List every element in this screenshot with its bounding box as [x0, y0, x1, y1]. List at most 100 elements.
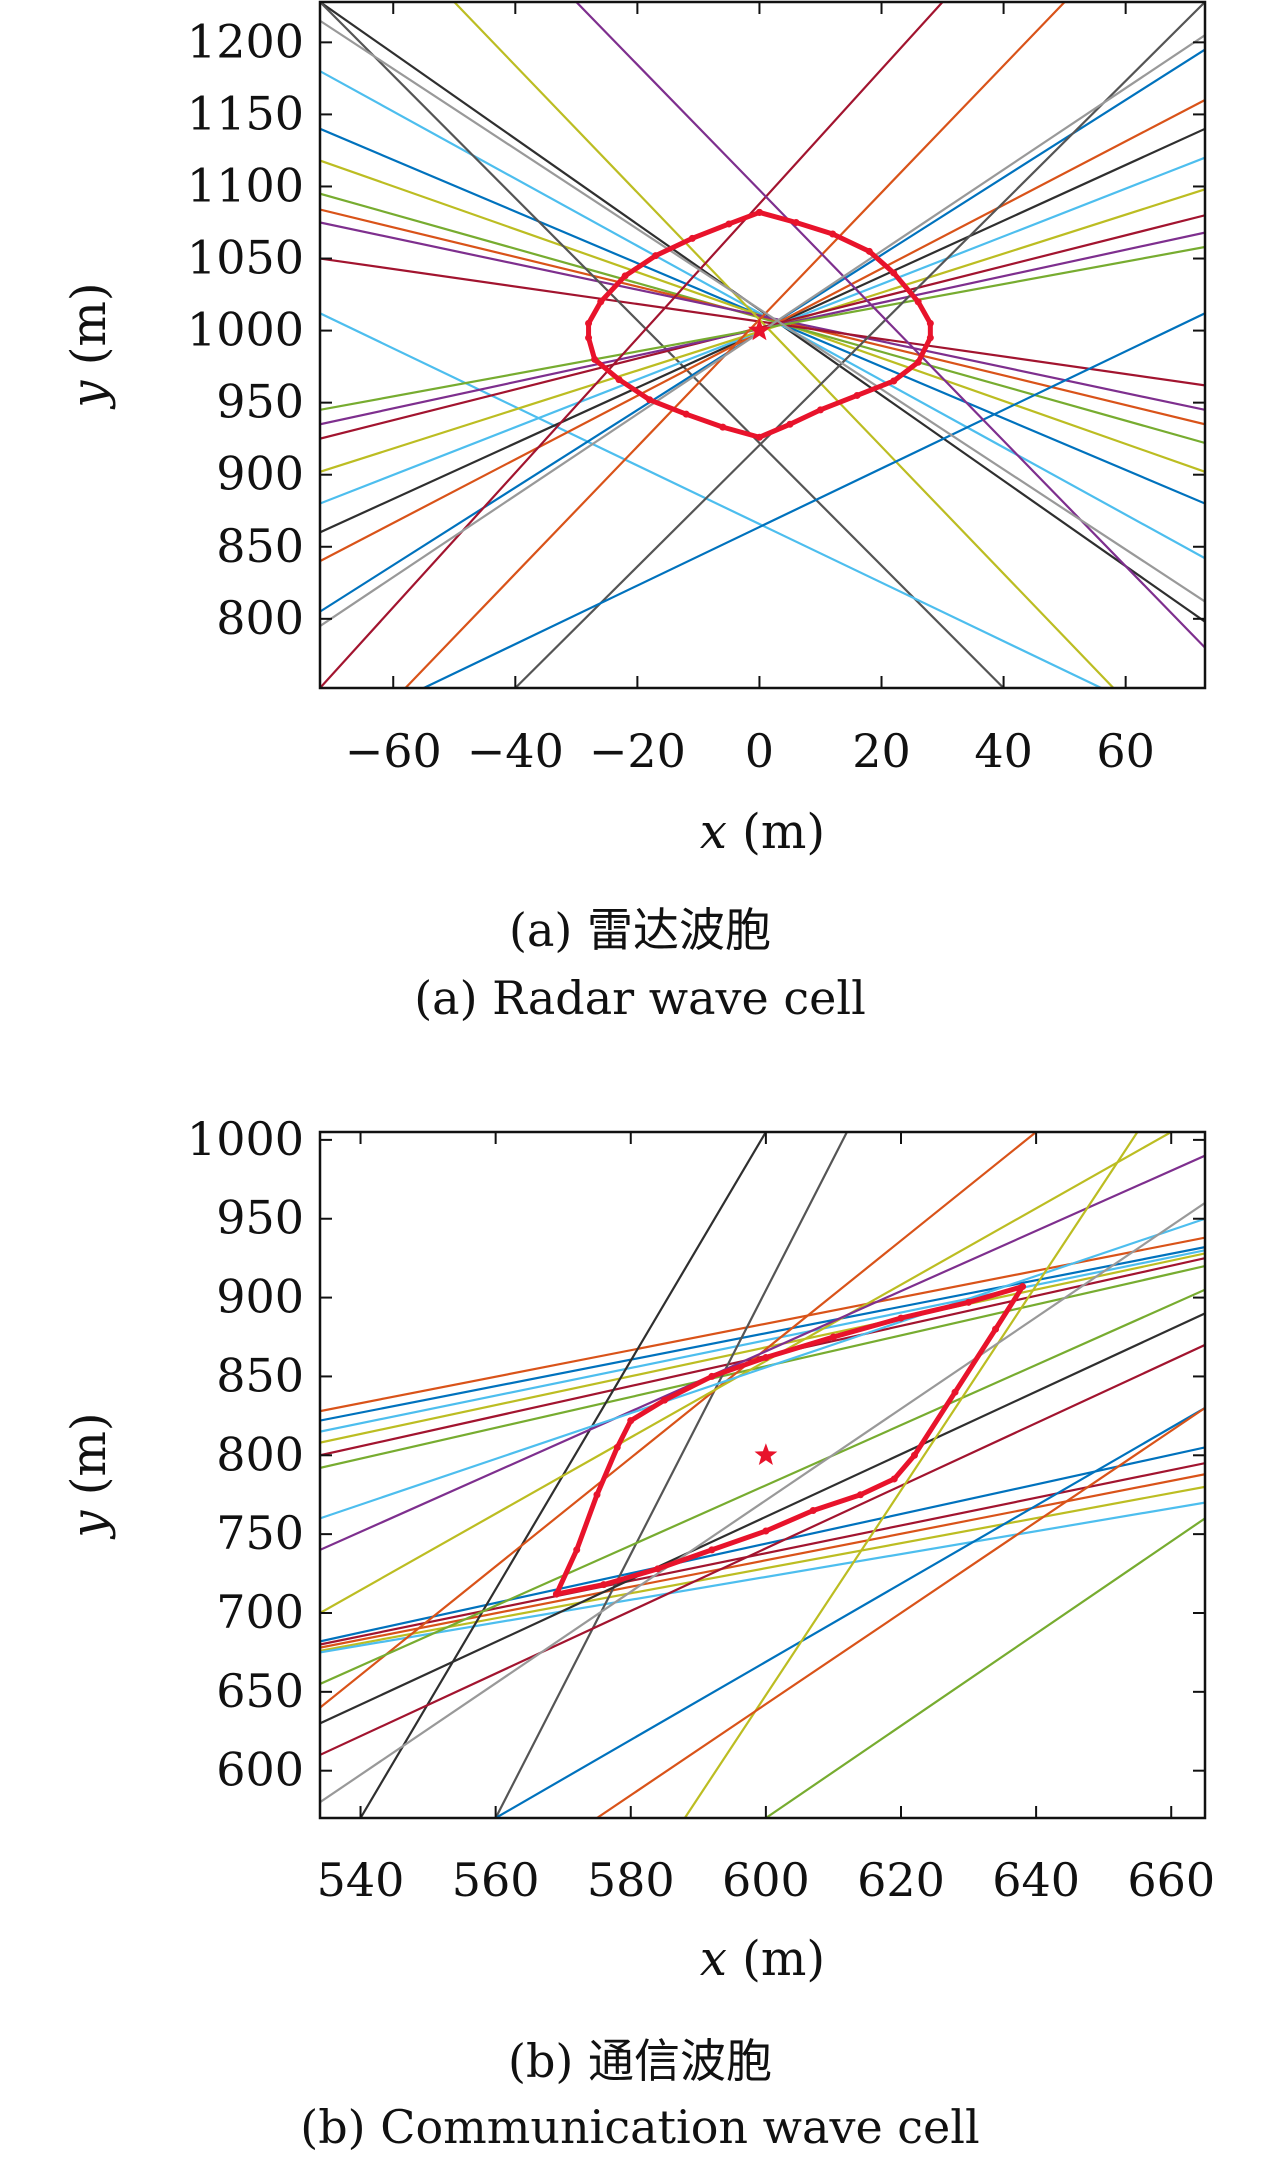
boundary-point-12: [816, 406, 824, 414]
beam-line-7: [320, 1446, 1205, 1643]
beam-line-20: [320, 1288, 1205, 1685]
x-tick-label: 560: [452, 1853, 540, 1907]
boundary-point-20: [585, 334, 593, 342]
x-tick-label: 40: [974, 724, 1033, 778]
y-tick-label: 1000: [187, 1112, 304, 1166]
plot-area: [320, 2, 1205, 688]
caption-b-chinese: (b) 通信波胞: [508, 2034, 772, 2088]
boundary-point-5: [627, 1417, 635, 1425]
boundary-point-11: [965, 1298, 973, 1306]
axes-frame: [318, 0, 1207, 690]
boundary-point-4: [865, 247, 873, 255]
boundary-point-26: [725, 220, 733, 228]
y-tick-label: 750: [216, 1506, 304, 1560]
boundary-point-9: [829, 1333, 837, 1341]
beam-line-14: [320, 1132, 1037, 1709]
y-tick-label: 1050: [187, 231, 304, 285]
y-tick-label: 950: [216, 1191, 304, 1245]
x-tick-label: −20: [589, 724, 686, 778]
boundary-point-18: [809, 1506, 817, 1514]
boundary-point-21: [585, 319, 593, 327]
x-tick-label: 620: [857, 1853, 945, 1907]
boundary-point-20: [708, 1546, 716, 1554]
boundary-point-15: [911, 1451, 919, 1459]
boundary-point-23: [552, 1590, 560, 1598]
beam-line-20: [514, 2, 1205, 688]
boundary-point-4: [613, 1443, 621, 1451]
chart-radar: −60 −40 −20 0 20 40 60 800 850 900 950 1000 1050 1100…: [61, 0, 1207, 860]
y-tick-label: 850: [216, 1348, 304, 1402]
y-tick-label: 1150: [187, 86, 304, 140]
boundary-point-12: [1019, 1283, 1027, 1291]
x-tick-label: −60: [345, 724, 442, 778]
y-tick-label: 650: [216, 1664, 304, 1718]
boundary-point-2: [573, 1546, 581, 1554]
beam-line-2: [320, 1246, 1205, 1422]
beam-line-13: [494, 1132, 848, 1818]
y-tick-label: 800: [216, 1427, 304, 1481]
beam-line-2: [320, 70, 1205, 560]
beam-line-9: [320, 1473, 1205, 1649]
beam-line-24: [765, 1517, 1205, 1818]
beam-line-16: [320, 1154, 1205, 1551]
center-star: [754, 1443, 778, 1465]
boundary-point-2: [792, 219, 800, 226]
x-tick-label: 600: [722, 1853, 810, 1907]
y-tick-label: 1100: [187, 158, 304, 212]
caption-a-english: (a) Radar wave cell: [414, 971, 866, 1025]
plot-area: [320, 1132, 1205, 1818]
y-axis-label: y (m): [61, 1412, 117, 1539]
beam-line-10: [320, 1485, 1205, 1652]
beam-line-4: [320, 1252, 1205, 1444]
boundary-point-7: [926, 319, 934, 327]
y-axis-label: y (m): [61, 282, 117, 409]
boundary-point-13: [786, 420, 794, 428]
beam-line-11: [320, 312, 1102, 688]
y-tick-label: 900: [216, 1270, 304, 1324]
boundary-point-25: [688, 234, 696, 242]
x-tick-label: 20: [852, 724, 911, 778]
x-tick-label: 660: [1127, 1853, 1215, 1907]
y-tick-label: 950: [216, 375, 304, 429]
beam-line-3: [320, 1249, 1205, 1433]
boundary-point-19: [591, 355, 599, 363]
x-tick-label: 580: [587, 1853, 675, 1907]
beam-line-19: [320, 1312, 1205, 1725]
beam-line-25: [320, 19, 1205, 603]
beam-line-22: [683, 1132, 1139, 1818]
beam-line-21: [495, 1407, 1205, 1818]
x-tick-label: 0: [745, 724, 774, 778]
boundary-point-19: [762, 1527, 770, 1535]
beam-line-23: [320, 2, 944, 688]
beam-line-23: [596, 1407, 1205, 1818]
beam-line-6: [320, 1264, 1205, 1469]
boundary-point-21: [654, 1565, 662, 1573]
chart-communication: 540 560 580 600 620 640 660 600 650 700 750 800 850 9…: [61, 1112, 1215, 1987]
beam-line-15: [320, 1132, 1172, 1614]
boundary-point-13: [992, 1325, 1000, 1333]
beam-line-10: [453, 2, 1115, 688]
boundary-point-10: [897, 1314, 905, 1322]
beam-line-22: [423, 312, 1205, 688]
y-tick-label: 700: [216, 1585, 304, 1639]
boundary-point-8: [762, 1354, 770, 1362]
boundary-point-14: [755, 433, 763, 441]
boundary-point-16: [682, 410, 690, 418]
beam-line-17: [320, 1217, 1205, 1520]
boundary-point-18: [615, 376, 623, 384]
y-tick-label: 1000: [187, 303, 304, 357]
center-star: [748, 318, 771, 341]
axes-frame: [318, 1130, 1207, 1820]
caption-a-chinese: (a) 雷达波胞: [509, 903, 771, 957]
boundary-point-27: [755, 208, 763, 216]
boundary-point-8: [926, 334, 934, 342]
x-tick-label: 60: [1096, 724, 1155, 778]
boundary-point-24: [652, 252, 660, 260]
x-axis-label: x (m): [700, 1931, 825, 1987]
x-tick-label: −40: [467, 724, 564, 778]
y-tick-label: 900: [216, 447, 304, 501]
boundary-point-16: [890, 1475, 898, 1483]
boundary-point-9: [914, 358, 922, 366]
boundary-point-23: [621, 272, 629, 280]
boundary-point-6: [661, 1396, 669, 1404]
